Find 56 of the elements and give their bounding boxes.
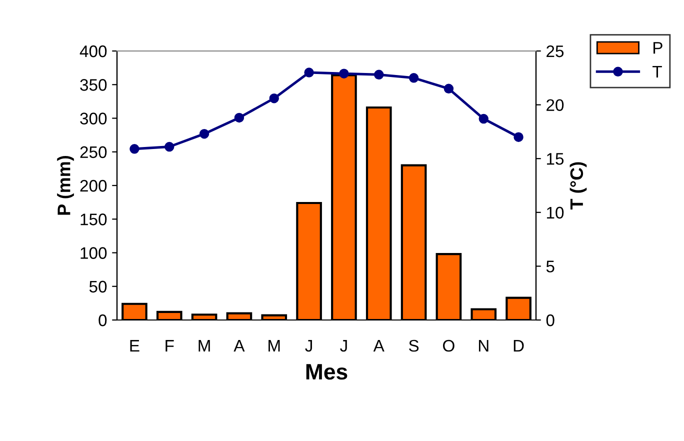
y2-tick-label: 10 bbox=[546, 206, 564, 219]
point bbox=[164, 142, 174, 152]
y2-tick-label: 15 bbox=[546, 153, 564, 165]
point bbox=[269, 93, 279, 104]
bar bbox=[436, 253, 462, 320]
y-tick-label: 350 bbox=[80, 79, 107, 91]
point bbox=[408, 73, 419, 83]
point bbox=[514, 132, 524, 142]
point bbox=[444, 84, 454, 94]
y-tick-label: 300 bbox=[80, 112, 107, 124]
point bbox=[130, 144, 140, 154]
point bbox=[199, 128, 210, 139]
x-tick-label: S bbox=[408, 340, 419, 352]
bar bbox=[366, 106, 392, 320]
bar bbox=[296, 202, 322, 320]
x-tick-label: M bbox=[268, 340, 280, 352]
y-tick-label: 400 bbox=[80, 45, 107, 58]
point bbox=[304, 68, 314, 78]
point bbox=[339, 68, 349, 78]
x-tick-label: D bbox=[514, 340, 524, 352]
y2-tick-label: 5 bbox=[546, 260, 554, 272]
x-tick-label: J bbox=[305, 340, 312, 352]
x-tick-label: A bbox=[373, 340, 384, 352]
bar bbox=[261, 314, 288, 320]
y-tick-label: 200 bbox=[80, 180, 107, 192]
point bbox=[478, 114, 488, 124]
y2-axis-title: T (°C) bbox=[570, 162, 587, 210]
y2-tick-label: 25 bbox=[546, 45, 564, 58]
bar bbox=[400, 164, 427, 320]
y-tick-label: 150 bbox=[80, 214, 107, 226]
x-axis-title: Mes bbox=[306, 364, 348, 380]
y-axis-title: P (mm) bbox=[57, 156, 74, 215]
bar bbox=[191, 314, 218, 320]
point bbox=[374, 70, 384, 80]
legend-label: P bbox=[654, 42, 662, 54]
x-tick-label: F bbox=[166, 340, 174, 352]
y-tick-label: 0 bbox=[98, 314, 107, 326]
point bbox=[234, 112, 244, 123]
y2-tick-label: 0 bbox=[546, 314, 554, 326]
bar bbox=[331, 74, 357, 320]
x-tick-label: E bbox=[130, 340, 140, 352]
y-tick-label: 100 bbox=[80, 247, 107, 259]
bar bbox=[470, 308, 497, 320]
y-tick-label: 250 bbox=[80, 146, 107, 158]
x-tick-label: M bbox=[198, 340, 210, 352]
bar bbox=[156, 310, 182, 320]
x-tick-label: A bbox=[234, 340, 245, 352]
bar bbox=[122, 302, 148, 320]
bar bbox=[506, 296, 532, 320]
bar bbox=[226, 312, 252, 320]
x-tick-label: J bbox=[340, 340, 347, 352]
x-tick-label: O bbox=[443, 340, 454, 352]
legend-label: T bbox=[652, 66, 662, 78]
y-tick-label: 50 bbox=[89, 280, 107, 293]
y2-tick-label: 20 bbox=[546, 99, 564, 112]
x-tick-label: N bbox=[478, 340, 488, 352]
